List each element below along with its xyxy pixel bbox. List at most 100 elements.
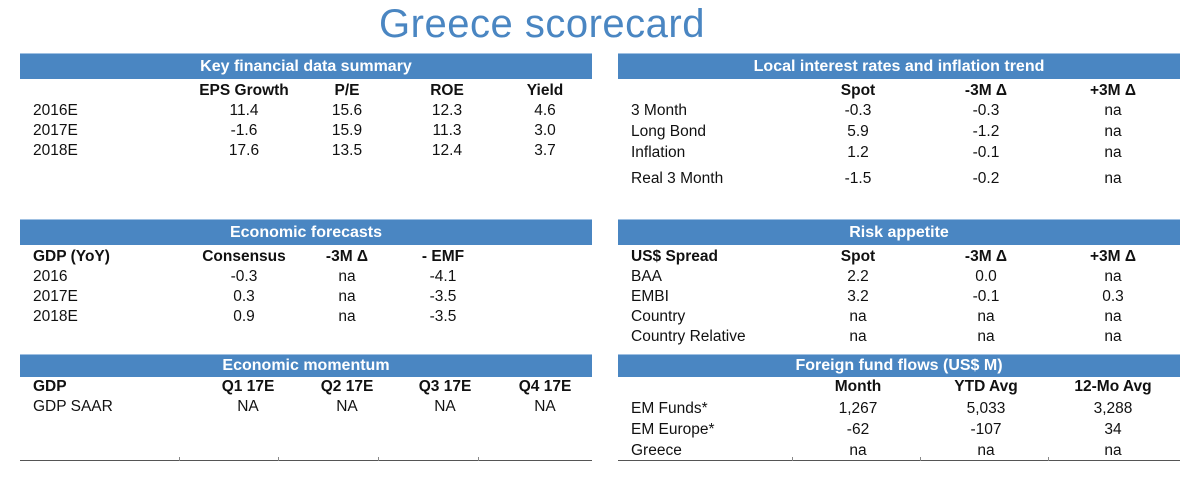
cell: 4.6: [534, 102, 556, 119]
economic-momentum-panel: Economic momentum GDP Q1 17E Q2 17E Q3 1…: [20, 354, 592, 417]
risk-appetite-panel: Risk appetite US$ Spread Spot -3M Δ +3M …: [618, 219, 1180, 347]
risk-col-plus-3m: +3M Δ: [1089, 248, 1137, 265]
cell: -1.2: [972, 123, 1000, 140]
local-interest-rates-header: Local interest rates and inflation trend: [618, 53, 1180, 79]
cell: na: [849, 328, 867, 345]
cell: NA: [534, 398, 556, 415]
row-label: 2016E: [33, 102, 78, 119]
table-row: EM Europe* -62 -107 34: [618, 420, 1180, 441]
kfd-col-eps-growth: EPS Growth: [199, 82, 289, 99]
mom-col-q2: Q2 17E: [320, 378, 374, 395]
rule-tick: [378, 457, 379, 461]
cell: na: [849, 442, 867, 459]
risk-appetite-header: Risk appetite: [618, 219, 1180, 245]
cell: NA: [434, 398, 456, 415]
mom-col-q1: Q1 17E: [221, 378, 275, 395]
eco-corner-label: GDP (YoY): [33, 248, 110, 265]
page-title: Greece scorecard: [379, 2, 705, 46]
kfd-col-pe: P/E: [334, 82, 360, 99]
cell: -3.5: [429, 288, 457, 305]
mom-col-q4: Q4 17E: [518, 378, 572, 395]
cell: NA: [336, 398, 358, 415]
row-label: 3 Month: [631, 102, 688, 119]
mom-col-q3: Q3 17E: [418, 378, 472, 395]
row-label: GDP SAAR: [33, 398, 113, 415]
flows-col-12mo-avg: 12-Mo Avg: [1074, 378, 1152, 395]
cell: -0.3: [844, 102, 872, 119]
table-row: Country Relative na na na: [618, 327, 1180, 347]
row-label: Real 3 Month: [631, 170, 724, 187]
cell: na: [977, 328, 995, 345]
row-label: EM Europe*: [631, 421, 715, 438]
cell: 17.6: [228, 142, 260, 159]
cell: na: [338, 288, 356, 305]
cell: -0.1: [972, 144, 1000, 161]
table-row: Long Bond 5.9 -1.2 na: [618, 122, 1180, 143]
key-financial-data-panel: Key financial data summary EPS Growth P/…: [20, 53, 592, 161]
cell: 3.0: [534, 122, 556, 139]
row-label: EMBI: [631, 288, 669, 305]
cell: na: [338, 308, 356, 325]
table-row: EM Funds* 1,267 5,033 3,288: [618, 399, 1180, 420]
eco-column-header-row: GDP (YoY) Consensus -3M Δ - EMF: [20, 247, 592, 267]
row-label: Greece: [631, 442, 682, 459]
cell: 15.6: [331, 102, 363, 119]
cell: 3.2: [847, 288, 869, 305]
table-row: 2016E 11.4 15.6 12.3 4.6: [20, 101, 592, 121]
cell: 1,267: [838, 400, 878, 417]
flows-col-month: Month: [834, 378, 882, 395]
key-financial-data-header: Key financial data summary: [20, 53, 592, 79]
cell: na: [849, 308, 867, 325]
risk-col-minus-3m: -3M Δ: [964, 248, 1008, 265]
row-label: 2017E: [33, 288, 78, 305]
cell: -1.6: [230, 122, 258, 139]
cell: na: [1104, 308, 1122, 325]
foreign-fund-flows-header: Foreign fund flows (US$ M): [618, 354, 1180, 377]
cell: -1.5: [844, 170, 872, 187]
table-row: 2017E -1.6 15.9 11.3 3.0: [20, 121, 592, 141]
cell: na: [1104, 328, 1122, 345]
foreign-fund-flows-panel: Foreign fund flows (US$ M) Month YTD Avg…: [618, 354, 1180, 461]
table-row: Country na na na: [618, 307, 1180, 327]
mom-corner-label: GDP: [33, 378, 67, 395]
lir-column-header-row: Spot -3M Δ +3M Δ: [618, 81, 1180, 101]
row-label: EM Funds*: [631, 400, 708, 417]
row-label: Country Relative: [631, 328, 746, 345]
cell: -0.3: [230, 268, 258, 285]
bottom-rule-right: [618, 460, 1180, 461]
risk-corner-label: US$ Spread: [631, 248, 719, 265]
cell: 0.0: [975, 268, 997, 285]
table-row: GDP SAAR NA NA NA NA: [20, 397, 592, 417]
cell: NA: [237, 398, 259, 415]
local-interest-rates-panel: Local interest rates and inflation trend…: [618, 53, 1180, 189]
flows-col-ytd-avg: YTD Avg: [954, 378, 1018, 395]
cell: na: [1104, 144, 1122, 161]
row-label: BAA: [631, 268, 663, 285]
cell: -62: [846, 421, 870, 438]
cell: na: [338, 268, 356, 285]
cell: na: [1104, 170, 1122, 187]
table-row: BAA 2.2 0.0 na: [618, 267, 1180, 287]
table-row: 2018E 17.6 13.5 12.4 3.7: [20, 141, 592, 161]
cell: na: [1104, 268, 1122, 285]
cell: na: [1104, 442, 1122, 459]
cell: 3.7: [534, 142, 556, 159]
row-label: 2018E: [33, 142, 78, 159]
cell: -4.1: [429, 268, 457, 285]
rule-tick: [920, 457, 921, 461]
cell: -0.3: [972, 102, 1000, 119]
cell: 15.9: [331, 122, 363, 139]
economic-forecasts-panel: Economic forecasts GDP (YoY) Consensus -…: [20, 219, 592, 327]
eco-col-minus-3m: -3M Δ: [325, 248, 369, 265]
rule-tick: [478, 457, 479, 461]
rule-tick: [792, 457, 793, 461]
table-row: Greece na na na: [618, 441, 1180, 461]
rule-tick: [278, 457, 279, 461]
table-row: Inflation 1.2 -0.1 na: [618, 143, 1180, 169]
table-row: 2018E 0.9 na -3.5: [20, 307, 592, 327]
cell: 5.9: [847, 123, 869, 140]
cell: 0.3: [1102, 288, 1124, 305]
cell: 2.2: [847, 268, 869, 285]
cell: 3,288: [1093, 400, 1133, 417]
cell: na: [977, 308, 995, 325]
